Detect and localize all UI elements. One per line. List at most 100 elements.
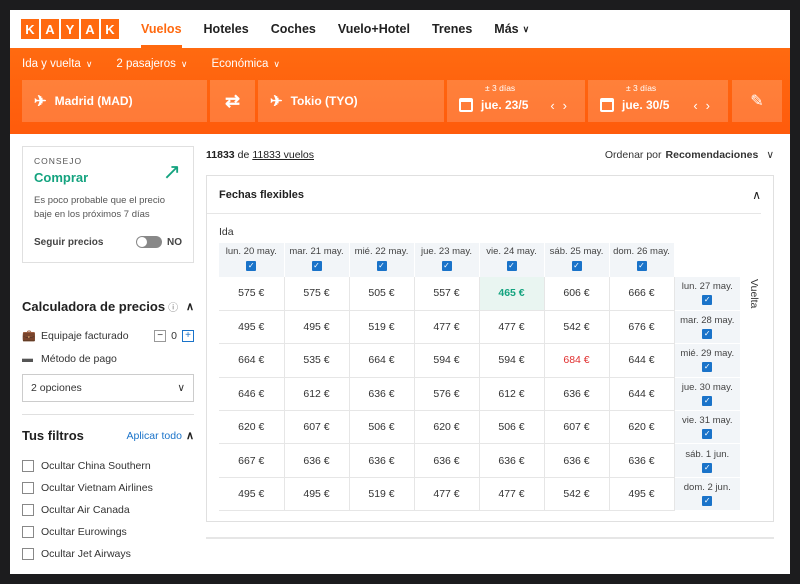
nav-trenes[interactable]: Trenes [431, 22, 473, 36]
depart-date-checkbox[interactable]: ✓ [571, 261, 582, 271]
price-cell[interactable]: 505 € [349, 277, 415, 311]
return-date-checkbox[interactable]: ✓ [702, 295, 713, 306]
price-cell[interactable]: 542 € [544, 310, 610, 345]
passengers-select[interactable]: 2 pasajeros ∨ [116, 58, 188, 70]
price-cell[interactable]: 636 € [544, 377, 610, 412]
kayak-logo[interactable]: K A Y A K [21, 19, 119, 39]
nav-vuelos[interactable]: Vuelos [141, 10, 182, 48]
destination-field[interactable]: ✈ Tokio (TYO) [258, 80, 444, 122]
filter-item[interactable]: Ocultar Eurowings [22, 525, 194, 539]
flexible-dates-header[interactable]: Fechas flexibles ∧ [207, 176, 761, 214]
price-cell[interactable]: 666 € [609, 277, 675, 311]
depart-date-checkbox[interactable]: ✓ [441, 261, 452, 271]
price-cell[interactable]: 465 € [479, 277, 545, 311]
price-cell[interactable]: 684 € [544, 343, 610, 378]
filter-checkbox[interactable] [22, 460, 34, 472]
price-calculator-header[interactable]: Calculadora de precios ⓘ ∧ [22, 299, 194, 314]
price-cell[interactable]: 664 € [219, 343, 285, 378]
depart-date-checkbox[interactable]: ✓ [246, 261, 257, 271]
price-cell[interactable]: 495 € [219, 310, 285, 345]
price-cell[interactable]: 636 € [544, 443, 610, 478]
apply-all-link[interactable]: Aplicar todo [126, 429, 182, 442]
price-cell[interactable]: 644 € [609, 377, 675, 412]
filter-checkbox[interactable] [22, 504, 34, 516]
price-cell[interactable]: 636 € [349, 443, 415, 478]
return-date-checkbox[interactable]: ✓ [702, 429, 713, 440]
return-date-checkbox[interactable]: ✓ [702, 496, 713, 507]
price-cell[interactable]: 519 € [349, 477, 415, 512]
price-cell[interactable]: 557 € [414, 277, 480, 311]
price-cell[interactable]: 612 € [284, 377, 350, 412]
return-date-checkbox[interactable]: ✓ [702, 462, 713, 473]
edit-search-button[interactable]: ✎ [732, 80, 782, 122]
price-cell[interactable]: 644 € [609, 343, 675, 378]
price-cell[interactable]: 594 € [414, 343, 480, 378]
price-cell[interactable]: 636 € [414, 443, 480, 478]
nav-hoteles[interactable]: Hoteles [203, 22, 249, 36]
depart-date-checkbox[interactable]: ✓ [506, 261, 517, 271]
price-cell[interactable]: 535 € [284, 343, 350, 378]
price-cell[interactable]: 477 € [414, 477, 480, 512]
date-arrows-icon[interactable]: ‹› [693, 97, 718, 113]
filter-item[interactable]: Ocultar Jet Airways [22, 547, 194, 561]
depart-date-checkbox[interactable]: ✓ [636, 261, 647, 271]
nav-coches[interactable]: Coches [270, 22, 316, 36]
depart-date-checkbox[interactable]: ✓ [311, 261, 322, 271]
price-cell[interactable]: 542 € [544, 477, 610, 512]
return-date-field[interactable]: ± 3 días jue. 30/5 ‹› [588, 80, 728, 122]
price-cell[interactable]: 636 € [284, 443, 350, 478]
price-cell[interactable]: 477 € [479, 477, 545, 512]
price-cell[interactable]: 607 € [284, 410, 350, 445]
price-cell[interactable]: 495 € [609, 477, 675, 512]
return-date-checkbox[interactable]: ✓ [702, 362, 713, 373]
price-cell[interactable]: 576 € [414, 377, 480, 412]
origin-field[interactable]: ✈ Madrid (MAD) [22, 80, 207, 122]
filter-item[interactable]: Ocultar China Southern [22, 459, 194, 473]
price-cell[interactable]: 620 € [219, 410, 285, 445]
filter-checkbox[interactable] [22, 526, 34, 538]
price-cell[interactable]: 612 € [479, 377, 545, 412]
price-cell[interactable]: 477 € [414, 310, 480, 345]
filter-checkbox[interactable] [22, 548, 34, 560]
return-date-checkbox[interactable]: ✓ [702, 329, 713, 340]
price-cell[interactable]: 495 € [284, 310, 350, 345]
price-cell[interactable]: 676 € [609, 310, 675, 345]
sort-select[interactable]: Ordenar por Recomendaciones ∨ [605, 149, 774, 161]
price-cell[interactable]: 636 € [609, 443, 675, 478]
follow-prices-toggle[interactable] [136, 236, 162, 248]
price-cell[interactable]: 620 € [414, 410, 480, 445]
price-cell[interactable]: 636 € [479, 443, 545, 478]
nav-vuelo-hotel[interactable]: Vuelo+Hotel [337, 22, 410, 36]
price-cell[interactable]: 575 € [219, 277, 285, 311]
price-cell[interactable]: 607 € [544, 410, 610, 445]
nav-mas[interactable]: Más ∨ [494, 10, 529, 48]
price-cell[interactable]: 646 € [219, 377, 285, 412]
bag-decrement-button[interactable]: − [154, 329, 167, 342]
filter-checkbox[interactable] [22, 482, 34, 494]
return-date-checkbox[interactable]: ✓ [702, 395, 713, 406]
price-cell[interactable]: 636 € [349, 377, 415, 412]
depart-date-checkbox[interactable]: ✓ [376, 261, 387, 271]
price-cell[interactable]: 667 € [219, 443, 285, 478]
info-icon[interactable]: ⓘ [168, 303, 179, 314]
price-cell[interactable]: 495 € [284, 477, 350, 512]
price-cell[interactable]: 620 € [609, 410, 675, 445]
price-cell[interactable]: 495 € [219, 477, 285, 512]
results-total-link[interactable]: 11833 vuelos [252, 149, 314, 161]
price-cell[interactable]: 477 € [479, 310, 545, 345]
payment-method-select[interactable]: 2 opciones ∨ [22, 374, 194, 402]
bag-increment-button[interactable]: + [182, 329, 194, 342]
price-cell[interactable]: 519 € [349, 310, 415, 345]
filter-item[interactable]: Ocultar Air Canada [22, 503, 194, 517]
date-arrows-icon[interactable]: ‹› [550, 97, 575, 113]
price-cell[interactable]: 506 € [479, 410, 545, 445]
price-cell[interactable]: 575 € [284, 277, 350, 311]
depart-date-field[interactable]: ± 3 días jue. 23/5 ‹› [447, 80, 585, 122]
price-cell[interactable]: 594 € [479, 343, 545, 378]
swap-button[interactable]: ⇄ [210, 80, 255, 122]
filter-item[interactable]: Ocultar Vietnam Airlines [22, 481, 194, 495]
trip-type-select[interactable]: Ida y vuelta ∨ [22, 58, 93, 70]
price-cell[interactable]: 664 € [349, 343, 415, 378]
price-cell[interactable]: 606 € [544, 277, 610, 311]
chevron-up-icon[interactable]: ∧ [185, 430, 194, 442]
